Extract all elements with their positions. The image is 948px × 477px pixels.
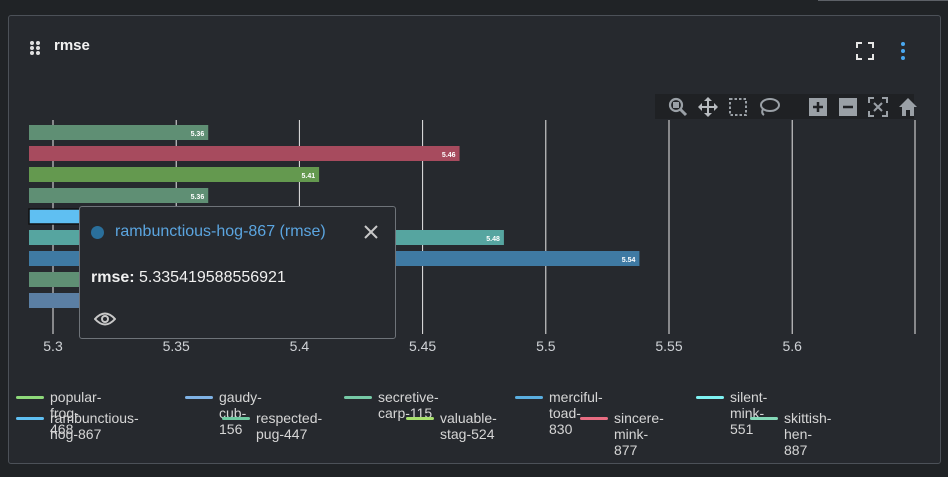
x-tick-label: 5.45: [409, 338, 436, 354]
series-color-dot: [91, 226, 104, 239]
zoom-icon[interactable]: [668, 97, 688, 117]
bar-value-label: 5.36: [191, 194, 205, 201]
tooltip-title: rambunctious-hog-867 (rmse): [115, 223, 326, 240]
bar[interactable]: [29, 125, 209, 140]
bar-value-label: 5.54: [622, 257, 636, 264]
x-tick-label: 5.55: [655, 338, 682, 354]
legend-label: respected-pug-447: [256, 410, 323, 442]
fullscreen-icon[interactable]: [855, 41, 875, 66]
eye-icon[interactable]: [93, 311, 117, 332]
chart-toolbar: [655, 94, 917, 119]
legend-swatch: [185, 396, 213, 399]
legend-label: rambunctious-hog-867: [50, 410, 139, 442]
zoom-out-icon[interactable]: [838, 97, 858, 117]
legend-swatch: [696, 396, 724, 399]
x-tick-label: 5.5: [536, 338, 556, 354]
bar[interactable]: [29, 188, 209, 203]
x-tick-label: 5.6: [782, 338, 802, 354]
legend-swatch: [515, 396, 543, 399]
window-edge-line: [818, 0, 948, 1]
box-select-icon[interactable]: [728, 97, 748, 117]
tooltip-metric-value: 5.335419588556921: [139, 269, 286, 286]
legend-swatch: [750, 417, 778, 420]
legend-label: valuable-stag-524: [440, 410, 497, 442]
bar-value-label: 5.48: [486, 236, 500, 243]
legend-label: skittish-hen-887: [784, 410, 832, 458]
legend-label: merciful-toad-830: [549, 389, 603, 437]
tooltip-metric: rmse: 5.335419588556921: [91, 269, 286, 287]
reset-axes-icon[interactable]: [898, 97, 918, 117]
close-icon[interactable]: [363, 224, 379, 245]
hover-tooltip: rambunctious-hog-867 (rmse) rmse: 5.3354…: [79, 206, 396, 339]
lasso-select-icon[interactable]: [758, 97, 780, 117]
legend-label: popular-frog-468: [50, 389, 102, 437]
tooltip-metric-label: rmse:: [91, 269, 135, 286]
x-tick-label: 5.35: [163, 338, 190, 354]
bar-value-label: 5.36: [191, 131, 205, 138]
legend-swatch: [16, 396, 44, 399]
zoom-in-icon[interactable]: [808, 97, 828, 117]
legend-label: sincere-mink-877: [614, 410, 664, 458]
legend-swatch: [344, 396, 372, 399]
bar[interactable]: [29, 146, 460, 161]
legend-swatch: [16, 417, 44, 420]
kebab-menu-icon[interactable]: [900, 41, 906, 66]
autoscale-icon[interactable]: [868, 97, 888, 117]
x-tick-label: 5.3: [43, 338, 63, 354]
bar-value-label: 5.41: [301, 173, 315, 180]
panel-title: rmse: [54, 37, 90, 54]
pan-icon[interactable]: [698, 97, 718, 117]
bar-value-label: 5.46: [442, 152, 456, 159]
legend-swatch: [222, 417, 250, 420]
legend-label: silent-mink-551: [730, 389, 768, 437]
drag-handle-icon[interactable]: [29, 40, 41, 61]
bar[interactable]: [29, 167, 320, 182]
legend-swatch: [406, 417, 434, 420]
x-tick-label: 5.4: [290, 338, 310, 354]
legend-swatch: [580, 417, 608, 420]
